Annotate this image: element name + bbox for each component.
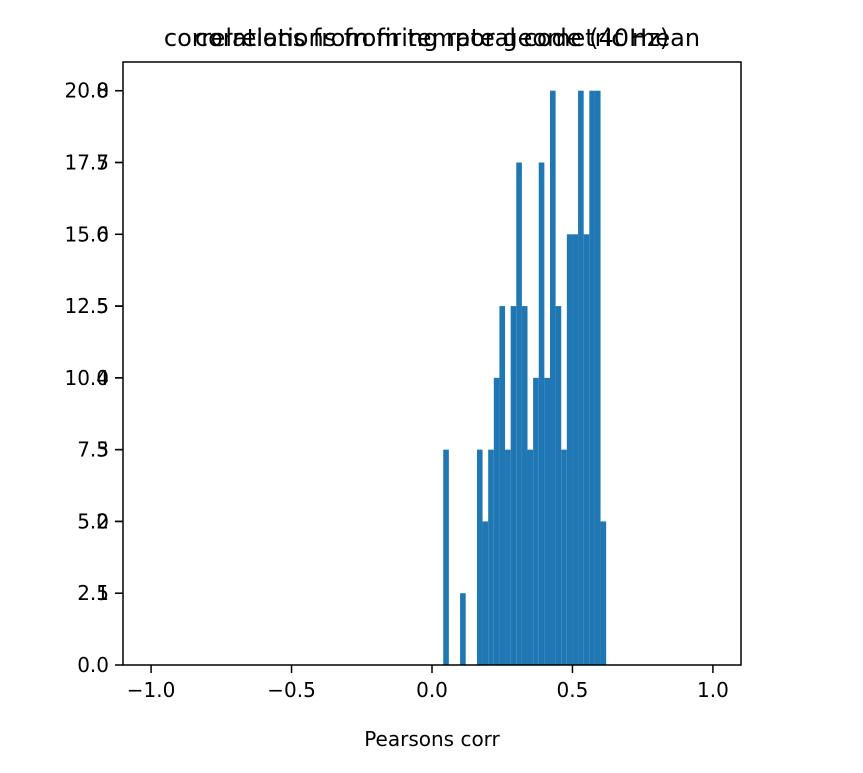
histogram-bar-9 xyxy=(516,162,522,665)
x-tick-label: −0.5 xyxy=(267,678,316,702)
left-y-tick-label: 5.0 xyxy=(77,509,109,533)
histogram-bar-20 xyxy=(578,90,584,665)
histogram-bar-1 xyxy=(460,593,466,665)
histogram-bar-2 xyxy=(476,449,483,665)
histogram-bar-22 xyxy=(589,90,595,665)
histogram-bar-11 xyxy=(527,449,534,665)
bars-layer xyxy=(443,90,607,666)
chart-title-temporal: correlations from temporal code (40Hz) xyxy=(195,24,669,52)
histogram-bar-13 xyxy=(538,162,545,665)
histogram-bar-8 xyxy=(510,306,517,665)
histogram-bar-0 xyxy=(443,449,449,665)
right-y-tick-label: 4 xyxy=(96,366,109,390)
histogram-bar-14 xyxy=(544,377,550,665)
x-tick-label: 1.0 xyxy=(697,678,729,702)
right-y-axis-ticks: 1 2 3 4 5 6 7 8 xyxy=(96,79,123,605)
left-y-tick-label: 17.5 xyxy=(64,151,109,175)
left-y-tick-label: 7.5 xyxy=(77,438,109,462)
x-tick-label: 0.0 xyxy=(416,678,448,702)
histogram-bar-23 xyxy=(594,90,601,665)
histogram-bar-5 xyxy=(493,377,500,665)
x-axis-label: Pearsons corr xyxy=(364,727,500,751)
histogram-bar-24 xyxy=(600,521,607,665)
histogram-bar-6 xyxy=(499,306,506,665)
histogram-bar-4 xyxy=(488,449,494,665)
x-tick-label: 0.5 xyxy=(557,678,589,702)
histogram-bar-18 xyxy=(566,234,573,666)
right-y-tick-label: 2 xyxy=(96,509,109,533)
histogram-bar-10 xyxy=(521,306,528,665)
histogram-bar-7 xyxy=(505,449,511,665)
histogram-bar-15 xyxy=(549,90,556,665)
left-y-axis-ticks: 0.0 2.5 5.0 7.5 10.0 12.5 15.0 17.5 20.0 xyxy=(64,79,123,677)
left-y-tick-label: 10.0 xyxy=(64,366,109,390)
histogram-bar-19 xyxy=(572,234,579,666)
histogram-bar-3 xyxy=(482,521,489,665)
left-y-tick-label: 0.0 xyxy=(77,653,109,677)
left-y-tick-label: 15.0 xyxy=(64,222,109,246)
right-y-tick-label: 3 xyxy=(96,438,109,462)
chart-title-firing-rate: correlations from firing rate geometric … xyxy=(164,24,700,52)
x-tick-label: −1.0 xyxy=(127,678,176,702)
right-y-tick-label: 5 xyxy=(96,294,109,318)
histogram-bar-17 xyxy=(561,449,567,665)
left-y-tick-label: 12.5 xyxy=(64,294,109,318)
left-y-tick-label: 2.5 xyxy=(77,581,109,605)
histogram-bar-21 xyxy=(583,234,590,666)
right-y-tick-label: 6 xyxy=(96,222,109,246)
right-y-tick-label: 7 xyxy=(96,151,109,175)
x-axis-ticks: −1.0 −0.5 0.0 0.5 1.0 xyxy=(127,665,729,702)
left-y-tick-label: 20.0 xyxy=(64,79,109,103)
right-y-tick-label: 1 xyxy=(96,581,109,605)
right-y-tick-label: 8 xyxy=(96,79,109,103)
histogram-bar-12 xyxy=(533,377,539,665)
plot-frame xyxy=(122,61,742,666)
histogram-bar-16 xyxy=(555,306,562,665)
